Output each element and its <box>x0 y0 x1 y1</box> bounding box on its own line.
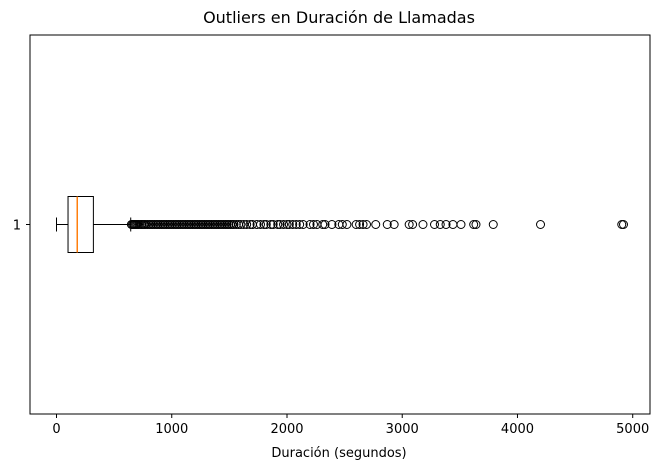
outlier-point <box>229 220 239 229</box>
iqr-box <box>67 196 94 253</box>
outlier-point <box>268 220 278 229</box>
chart-title: Outliers en Duración de Llamadas <box>203 8 475 27</box>
outlier-point <box>236 220 246 229</box>
outlier-point <box>382 220 392 229</box>
outlier-point <box>261 220 271 229</box>
outlier-point <box>342 220 352 229</box>
outlier-point <box>295 220 305 229</box>
outlier-point <box>298 220 308 229</box>
outlier-point <box>351 220 361 229</box>
outlier-point <box>291 220 301 229</box>
outlier-point <box>358 220 368 229</box>
outlier-point <box>242 220 252 229</box>
outlier-point <box>255 220 265 229</box>
x-tick-label: 0 <box>52 422 60 437</box>
outlier-point <box>239 220 249 229</box>
outlier-point <box>245 220 255 229</box>
outlier-point <box>355 220 365 229</box>
outlier-point <box>320 220 330 229</box>
outlier-point <box>371 220 381 229</box>
outlier-point <box>362 220 372 229</box>
outlier-point <box>488 220 498 229</box>
outlier-point <box>408 220 418 229</box>
outlier-point <box>231 220 241 229</box>
outlier-point <box>259 220 269 229</box>
outlier-point <box>404 220 414 229</box>
outlier-point <box>536 220 546 229</box>
outlier-point <box>327 220 337 229</box>
x-axis: 0 1000 2000 3000 4000 5000 <box>52 414 649 437</box>
x-tick-label: 1000 <box>155 422 188 437</box>
y-tick-label: 1 <box>13 219 21 234</box>
x-tick-label: 5000 <box>616 422 649 437</box>
x-tick-label: 4000 <box>501 422 534 437</box>
outlier-point <box>308 220 318 229</box>
outlier-point <box>266 220 276 229</box>
x-tick-label: 3000 <box>386 422 419 437</box>
outlier-point <box>275 220 285 229</box>
outlier-point <box>441 220 451 229</box>
outlier-point <box>617 220 627 229</box>
outlier-point <box>389 220 399 229</box>
outlier-point <box>282 220 292 229</box>
outlier-point <box>337 220 347 229</box>
outlier-point <box>318 220 328 229</box>
outlier-point <box>469 220 479 229</box>
x-tick-label: 2000 <box>270 422 303 437</box>
y-axis: 1 <box>13 219 30 234</box>
outlier-point <box>273 220 283 229</box>
outlier-point <box>418 220 428 229</box>
outlier-point <box>435 220 445 229</box>
x-axis-label: Duración (segundos) <box>271 446 406 461</box>
outlier-point <box>618 220 628 229</box>
box-element <box>56 196 132 253</box>
outlier-point <box>471 220 481 229</box>
outlier-point <box>284 220 294 229</box>
outlier-point <box>252 220 262 229</box>
outlier-point <box>305 220 315 229</box>
outlier-point <box>456 220 466 229</box>
outlier-points <box>126 220 628 229</box>
outlier-point <box>288 220 298 229</box>
outlier-point <box>429 220 439 229</box>
outlier-point <box>279 220 289 229</box>
